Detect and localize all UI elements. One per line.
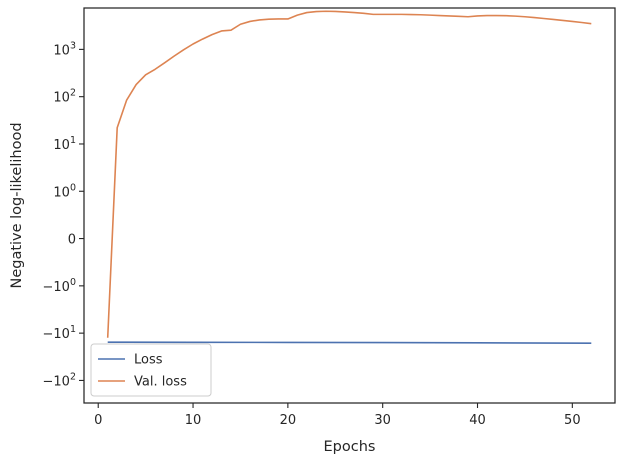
legend: Loss Val. loss [90, 343, 212, 397]
y-tick-label: 103 [53, 40, 76, 58]
x-tick-label: 50 [564, 413, 581, 428]
y-tick-label: 101 [53, 135, 76, 153]
legend-label-1: Val. loss [134, 375, 187, 390]
series-line-1 [106, 10, 592, 338]
y-tick-label: −102 [43, 371, 76, 389]
x-axis-label: Epochs [324, 439, 376, 455]
y-tick-label: −100 [43, 277, 76, 295]
x-axis-ticks: 0 10 20 30 40 50 [94, 403, 581, 428]
x-tick-label: 20 [280, 413, 297, 428]
legend-label-0: Loss [134, 353, 163, 368]
plot-frame [83, 7, 616, 404]
x-tick-label: 10 [185, 413, 202, 428]
y-tick-label: 102 [53, 88, 76, 106]
y-tick-label: 100 [53, 182, 76, 200]
y-tick-label: −101 [43, 324, 76, 342]
y-axis-label: Negative log-likelihood [9, 122, 25, 288]
x-tick-label: 0 [94, 413, 102, 428]
x-tick-label: 30 [374, 413, 391, 428]
legend-box [90, 343, 212, 397]
series-lines [106, 10, 592, 344]
y-tick-label: 0 [68, 233, 76, 248]
series-line-0 [107, 341, 592, 344]
y-axis-ticks: 103 102 101 100 0 −100 −101 −102 [43, 40, 84, 389]
x-tick-label: 40 [469, 413, 486, 428]
